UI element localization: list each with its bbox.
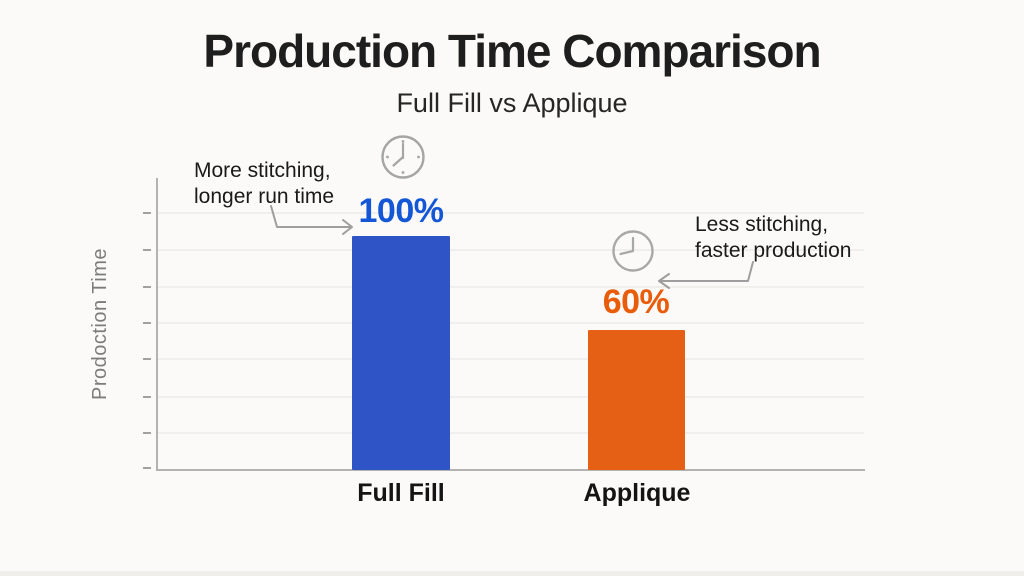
annotation-arrow-to-full-fill	[270, 205, 353, 235]
value-label-applique: 60%	[602, 283, 670, 321]
value-label-full-fill: 100%	[358, 192, 444, 230]
x-label-applique: Applique	[583, 479, 691, 507]
annotation-line: Less stitching,	[695, 213, 829, 236]
gridlines	[158, 212, 864, 434]
annotation-line: faster production	[695, 239, 852, 262]
annotation-applique: Less stitching, faster production	[695, 212, 851, 264]
bar-applique	[588, 330, 685, 470]
bar-full-fill	[352, 236, 450, 470]
chart-subtitle: Full Fill vs Applique	[396, 88, 628, 118]
clock-icon	[612, 230, 654, 272]
axis-tick-marks	[143, 212, 151, 469]
clock-icon	[381, 135, 425, 179]
page-title: Production Time Comparison	[203, 25, 821, 77]
bottom-edge-shadow	[0, 571, 1024, 576]
annotation-arrow-to-applique	[658, 261, 754, 289]
x-label-full-fill: Full Fill	[357, 479, 445, 507]
annotation-full-fill: More stitching, longer run time	[194, 158, 334, 210]
annotation-line: longer run time	[194, 185, 335, 208]
annotation-line: More stitching,	[194, 159, 331, 182]
